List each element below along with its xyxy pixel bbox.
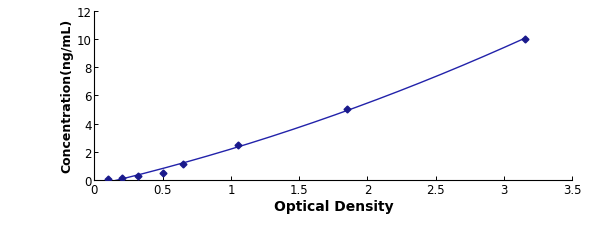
Y-axis label: Concentration(ng/mL): Concentration(ng/mL) <box>61 19 74 173</box>
X-axis label: Optical Density: Optical Density <box>274 199 393 213</box>
